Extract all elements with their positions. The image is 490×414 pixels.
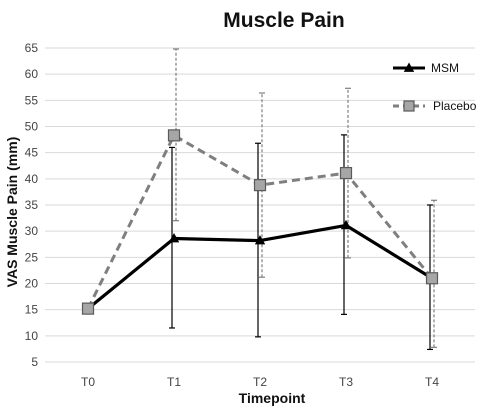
x-tick-label: T4 [425, 375, 439, 389]
y-tick-label: 60 [25, 67, 39, 81]
point-placebo [253, 179, 267, 192]
chart-title: Muscle Pain [223, 9, 344, 32]
series-line-placebo [86, 133, 434, 310]
error-bars [169, 48, 437, 351]
y-tick-labels: 5 10 15 20 25 30 35 40 45 50 55 60 65 [25, 41, 39, 369]
point-placebo [81, 302, 95, 315]
point-msm [168, 232, 180, 243]
legend: MSM Placebo [393, 61, 477, 113]
legend-item-msm: MSM [393, 61, 459, 75]
x-tick-labels: T0 T1 T2 T3 T4 [81, 375, 439, 389]
y-tick-label: 50 [25, 120, 39, 134]
x-tick-label: T0 [81, 375, 95, 389]
series-lines [86, 133, 434, 310]
point-msm [340, 219, 352, 230]
y-tick-label: 20 [25, 277, 39, 291]
y-axis-label: VAS Muscle Pain (mm) [4, 137, 20, 288]
point-placebo [339, 166, 353, 180]
y-tick-label: 40 [25, 172, 39, 186]
y-tick-label: 30 [25, 224, 39, 238]
point-placebo [425, 272, 439, 285]
x-tick-label: T3 [339, 375, 353, 389]
y-tick-label: 65 [25, 41, 39, 55]
series-markers [81, 129, 439, 315]
x-axis-label: Timepoint [239, 390, 306, 406]
x-tick-label: T1 [167, 375, 181, 389]
y-tick-label: 25 [25, 250, 39, 264]
legend-marker-placebo [403, 100, 415, 112]
point-msm [254, 235, 266, 245]
y-tick-label: 55 [25, 93, 39, 107]
point-placebo [167, 129, 181, 142]
legend-label-placebo: Placebo [433, 99, 477, 113]
grid-layer [45, 47, 475, 363]
y-tick-label: 10 [25, 329, 39, 343]
y-tick-label: 5 [31, 355, 38, 369]
y-tick-label: 15 [25, 303, 39, 317]
y-tick-label: 45 [25, 146, 39, 160]
legend-marker-msm [403, 62, 415, 72]
y-tick-label: 35 [25, 198, 39, 212]
legend-item-placebo: Placebo [393, 99, 477, 113]
legend-label-msm: MSM [431, 61, 459, 75]
x-tick-label: T2 [253, 375, 267, 389]
